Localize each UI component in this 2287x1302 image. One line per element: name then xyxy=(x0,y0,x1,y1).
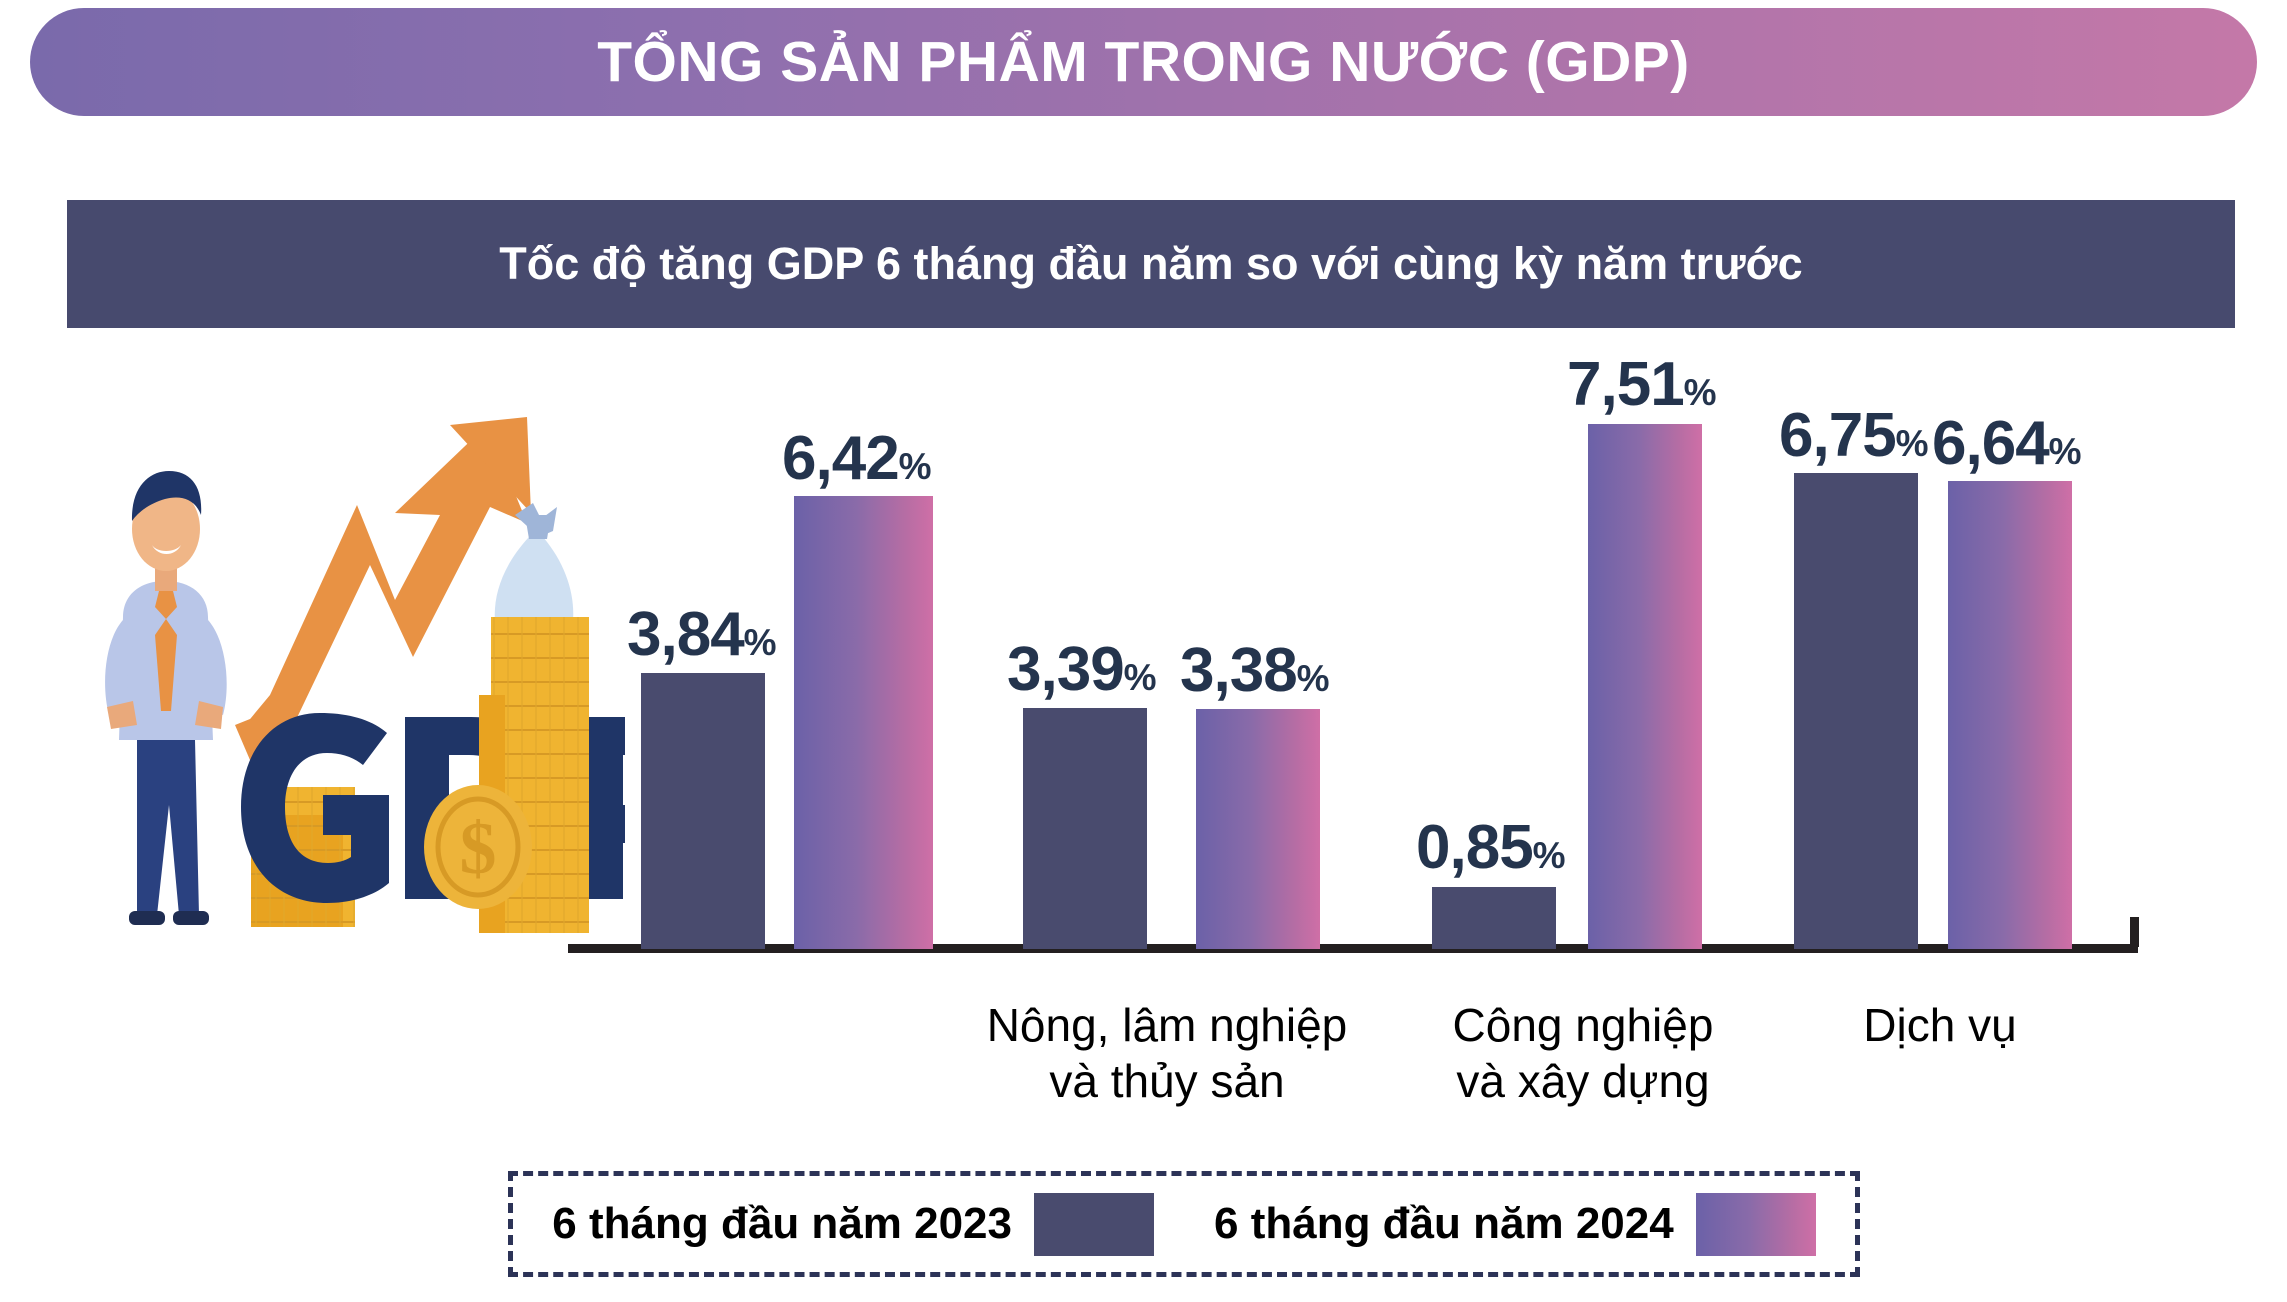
bar-services-2023 xyxy=(1794,473,1918,949)
header-banner: TỔNG SẢN PHẨM TRONG NƯỚC (GDP) xyxy=(30,8,2257,116)
gdp-illustration: $ xyxy=(95,395,719,955)
category-label-services: Dịch vụ xyxy=(1863,999,2017,1051)
legend-item-2023[interactable]: 6 tháng đầu năm 2023 xyxy=(552,1192,1154,1256)
dollar-coin-icon: $ xyxy=(424,785,532,909)
bar-gdp-2023 xyxy=(641,673,765,949)
page-title: TỔNG SẢN PHẨM TRONG NƯỚC (GDP) xyxy=(597,30,1690,94)
bar-gdp-2024 xyxy=(794,496,933,949)
legend-label-2024: 6 tháng đầu năm 2024 xyxy=(1214,1199,1674,1248)
bar-label-services-2024: 6,64% xyxy=(1932,409,2082,478)
money-bag-icon xyxy=(494,503,574,621)
bar-label-agriculture-2023: 3,39% xyxy=(1007,635,1157,704)
bar-agriculture-2023 xyxy=(1023,708,1147,949)
bar-agriculture-2024 xyxy=(1196,709,1320,949)
category-label-industry: Công nghiệp và xây dựng xyxy=(1452,999,1714,1108)
category-label-agriculture: Nông, lâm nghiệp và thủy sản xyxy=(986,999,1348,1108)
bar-label-gdp-2023: 3,84% xyxy=(627,600,777,669)
businessman-figure xyxy=(105,471,227,925)
bar-label-services-2023: 6,75% xyxy=(1779,401,1929,470)
x-axis-line xyxy=(568,944,2138,953)
chart-subtitle: Tốc độ tăng GDP 6 tháng đầu năm so với c… xyxy=(499,238,1803,289)
bar-services-2024 xyxy=(1948,481,2072,949)
x-axis-end-tick xyxy=(2130,917,2139,947)
bar-industry-2023 xyxy=(1432,887,1556,949)
legend-swatch-2024 xyxy=(1695,1192,1816,1256)
legend-label-2023: 6 tháng đầu năm 2023 xyxy=(552,1199,1012,1248)
bar-industry-2024 xyxy=(1588,424,1702,949)
legend-swatch-2023 xyxy=(1034,1192,1154,1256)
chart-legend: 6 tháng đầu năm 2023 6 tháng đầu năm 202… xyxy=(508,1171,1860,1277)
bar-label-industry-2023: 0,85% xyxy=(1416,813,1566,882)
subtitle-banner: Tốc độ tăng GDP 6 tháng đầu năm so với c… xyxy=(67,200,2235,328)
bar-label-agriculture-2024: 3,38% xyxy=(1180,636,1330,705)
legend-item-2024[interactable]: 6 tháng đầu năm 2024 xyxy=(1214,1192,1816,1256)
bar-label-industry-2024: 7,51% xyxy=(1567,350,1717,419)
bar-label-gdp-2024: 6,42% xyxy=(782,424,932,493)
svg-text:$: $ xyxy=(460,808,497,890)
